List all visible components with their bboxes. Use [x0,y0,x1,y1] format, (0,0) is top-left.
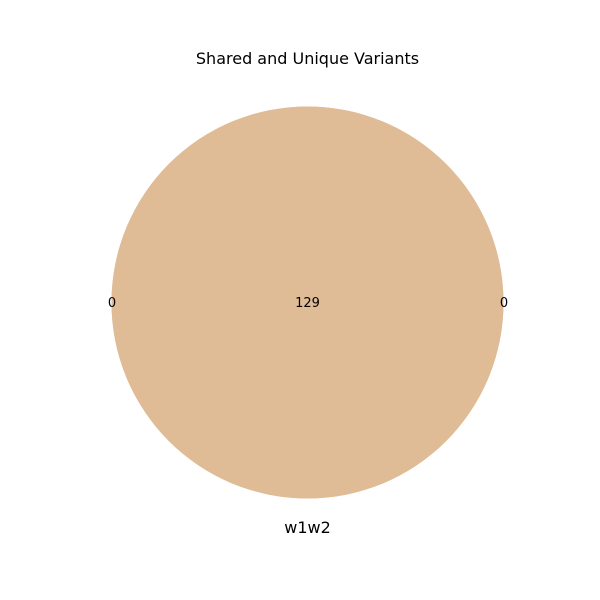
set-label-combined: w1w2 [284,518,331,537]
chart-title: Shared and Unique Variants [196,49,419,68]
region-count-w1-only: 0 [108,296,116,311]
region-count-shared: 129 [295,296,320,311]
region-count-w2-only: 0 [500,296,508,311]
set-circle-w2 [111,106,504,499]
set-label-w1: w1 [284,518,307,537]
set-label-w2: w2 [308,518,331,537]
